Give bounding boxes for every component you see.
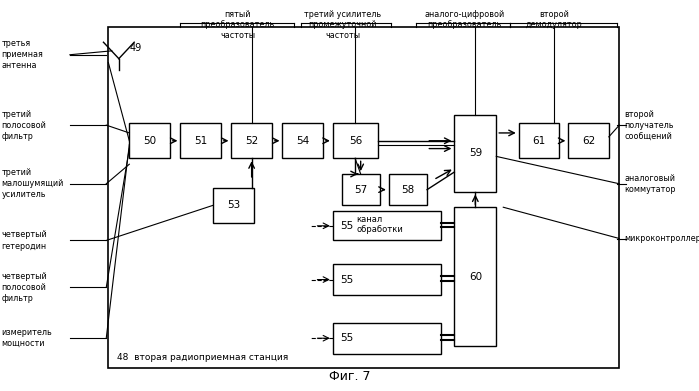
Text: второй
демодулятор: второй демодулятор xyxy=(526,10,583,29)
Text: 58: 58 xyxy=(401,185,415,195)
Text: третий
полосовой
фильтр: третий полосовой фильтр xyxy=(1,109,46,141)
Bar xyxy=(282,123,323,158)
Bar xyxy=(519,123,559,158)
Bar xyxy=(213,188,254,223)
Bar xyxy=(342,174,380,205)
Text: 55: 55 xyxy=(340,274,353,285)
Text: канал
обработки: канал обработки xyxy=(356,215,403,235)
Bar xyxy=(568,123,609,158)
Bar xyxy=(454,115,496,192)
Text: 48  вторая радиоприемная станция: 48 вторая радиоприемная станция xyxy=(117,353,288,362)
Bar xyxy=(454,207,496,346)
Text: Фиг. 7: Фиг. 7 xyxy=(329,370,370,383)
Text: пятый
преобразователь
частоты: пятый преобразователь частоты xyxy=(201,10,275,39)
Text: 56: 56 xyxy=(349,136,362,146)
Bar xyxy=(129,123,170,158)
Text: измеритель
мощности: измеритель мощности xyxy=(1,328,52,348)
Text: 59: 59 xyxy=(469,149,482,158)
Text: 60: 60 xyxy=(469,272,482,282)
Text: четвертый
полосовой
фильтр: четвертый полосовой фильтр xyxy=(1,272,47,303)
Text: 51: 51 xyxy=(194,136,207,146)
Text: 49: 49 xyxy=(129,43,142,53)
Bar xyxy=(231,123,272,158)
Text: 53: 53 xyxy=(227,200,240,210)
Bar xyxy=(180,123,221,158)
Text: аналоговый
коммутатор: аналоговый коммутатор xyxy=(624,174,676,194)
Text: 57: 57 xyxy=(354,185,368,195)
Text: третий
малошумящий
усилитель: третий малошумящий усилитель xyxy=(1,168,64,199)
Bar xyxy=(333,211,441,240)
Text: 55: 55 xyxy=(340,221,353,231)
Text: 61: 61 xyxy=(533,136,545,146)
Text: 55: 55 xyxy=(340,333,353,343)
Text: 52: 52 xyxy=(245,136,258,146)
Bar xyxy=(108,27,619,368)
Text: 62: 62 xyxy=(582,136,595,146)
Text: 54: 54 xyxy=(296,136,309,146)
Text: аналого-цифровой
преобразователь: аналого-цифровой преобразователь xyxy=(425,10,505,29)
Text: микроконтроллер: микроконтроллер xyxy=(624,234,699,243)
Text: третья
приемная
антенна: третья приемная антенна xyxy=(1,39,43,70)
Bar xyxy=(333,123,378,158)
Bar xyxy=(333,264,441,295)
Text: 50: 50 xyxy=(143,136,156,146)
Text: четвертый
гетеродин: четвертый гетеродин xyxy=(1,230,47,251)
Text: второй
получатель
сообщений: второй получатель сообщений xyxy=(624,109,674,141)
Bar xyxy=(389,174,427,205)
Bar xyxy=(333,323,441,354)
Text: третий усилитель
промежуточной
частоты: третий усилитель промежуточной частоты xyxy=(304,10,381,39)
